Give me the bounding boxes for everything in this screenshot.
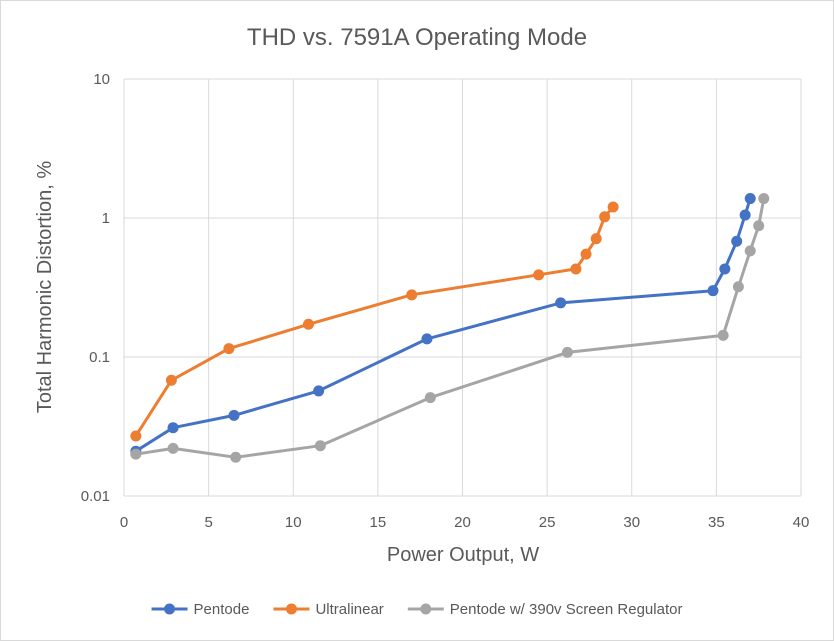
data-point [533, 269, 545, 281]
data-point [167, 422, 179, 434]
data-point [313, 385, 325, 397]
legend-label: Pentode w/ 390v Screen Regulator [450, 601, 683, 618]
data-point [732, 281, 744, 293]
y-tick-label: 0.01 [81, 488, 110, 505]
data-point [590, 233, 602, 245]
series-line [135, 198, 752, 453]
series-layer [130, 193, 770, 463]
legend-label: Ultralinear [315, 601, 383, 618]
y-tick-label: 1 [102, 210, 110, 227]
y-tick-label: 0.1 [89, 349, 110, 366]
y-axis-title: Total Harmonic Distortion, % [34, 161, 56, 414]
x-tick-label: 40 [793, 514, 810, 531]
legend: Pentode Ultralinear Pentode w/ 390v Screen… [151, 601, 683, 618]
x-tick-label: 20 [454, 514, 471, 531]
x-tick-label: 10 [285, 514, 302, 531]
data-point [130, 430, 142, 442]
data-point [561, 346, 573, 358]
x-tick-label: 5 [204, 514, 212, 531]
data-point [223, 343, 235, 355]
x-tick-label: 25 [539, 514, 556, 531]
data-point [744, 245, 756, 257]
legend-item: Pentode [151, 601, 250, 618]
data-point [717, 329, 729, 341]
data-point [302, 318, 314, 330]
data-point [228, 409, 240, 421]
x-axis-title: Power Output, W [387, 544, 539, 566]
data-point [607, 201, 619, 213]
axes: 0.01 0.1 1 10 0 5 10 15 20 25 30 35 40 [81, 71, 810, 531]
legend-item: Pentode w/ 390v Screen Regulator [407, 601, 683, 618]
data-point [731, 235, 743, 247]
series-1 [130, 193, 756, 457]
x-tick-label: 0 [120, 514, 128, 531]
data-point [165, 374, 177, 386]
data-point [421, 333, 433, 345]
legend-marker [285, 603, 297, 615]
data-point [555, 297, 567, 309]
data-point [570, 263, 582, 275]
legend-marker [164, 603, 176, 615]
y-tick-label: 10 [93, 71, 110, 88]
legend-label: Pentode [194, 601, 250, 618]
x-tick-label: 15 [370, 514, 387, 531]
x-tick-label: 35 [708, 514, 725, 531]
data-point [406, 289, 418, 301]
data-point [314, 440, 326, 452]
data-point [744, 193, 756, 205]
data-point [230, 451, 242, 463]
x-tick-label: 30 [623, 514, 640, 531]
data-point [719, 263, 731, 275]
data-point [167, 442, 179, 454]
data-point [707, 285, 719, 297]
data-point [739, 209, 751, 221]
series-3 [130, 193, 770, 463]
data-point [424, 392, 436, 404]
legend-item: Ultralinear [273, 601, 384, 618]
series-line [134, 206, 615, 437]
chart-title: THD vs. 7591A Operating Mode [247, 24, 587, 51]
data-point [753, 220, 765, 232]
data-point [130, 448, 142, 460]
legend-marker [420, 603, 432, 615]
grid [123, 78, 802, 497]
series-2 [130, 201, 619, 442]
data-point [758, 193, 770, 205]
data-point [599, 211, 611, 223]
data-point [580, 248, 592, 260]
